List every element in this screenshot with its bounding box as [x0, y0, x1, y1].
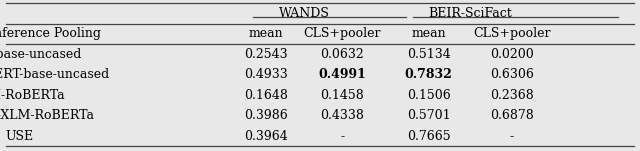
Text: SimCSE-BERT-base-uncased: SimCSE-BERT-base-uncased	[0, 68, 109, 81]
Text: 0.5134: 0.5134	[407, 48, 451, 61]
Text: 0.5701: 0.5701	[407, 109, 451, 122]
Text: 0.1506: 0.1506	[407, 89, 451, 102]
Text: BEIR-SciFact: BEIR-SciFact	[429, 7, 512, 20]
Text: 0.4933: 0.4933	[244, 68, 287, 81]
Text: -: -	[510, 130, 514, 143]
Text: 0.4991: 0.4991	[319, 68, 366, 81]
Text: Model / Inference Pooling: Model / Inference Pooling	[0, 27, 101, 40]
Text: 0.6878: 0.6878	[490, 109, 534, 122]
Text: CLS+pooler: CLS+pooler	[473, 27, 551, 40]
Text: mean: mean	[412, 27, 446, 40]
Text: XLM-RoBERTa: XLM-RoBERTa	[0, 89, 66, 102]
Text: 0.1648: 0.1648	[244, 89, 287, 102]
Text: mean: mean	[248, 27, 283, 40]
Text: SimCSE-XLM-RoBERTa: SimCSE-XLM-RoBERTa	[0, 109, 93, 122]
Text: -: -	[340, 130, 344, 143]
Text: 0.6306: 0.6306	[490, 68, 534, 81]
Text: 0.0200: 0.0200	[490, 48, 534, 61]
Text: 0.3964: 0.3964	[244, 130, 287, 143]
Text: 0.7665: 0.7665	[407, 130, 451, 143]
Text: USE: USE	[5, 130, 33, 143]
Text: 0.2543: 0.2543	[244, 48, 287, 61]
Text: BERT-base-uncased: BERT-base-uncased	[0, 48, 81, 61]
Text: 0.0632: 0.0632	[321, 48, 364, 61]
Text: 0.7832: 0.7832	[405, 68, 452, 81]
Text: 0.2368: 0.2368	[490, 89, 534, 102]
Text: 0.4338: 0.4338	[321, 109, 364, 122]
Text: 0.1458: 0.1458	[321, 89, 364, 102]
Text: 0.3986: 0.3986	[244, 109, 287, 122]
Text: CLS+pooler: CLS+pooler	[303, 27, 381, 40]
Text: WANDS: WANDS	[278, 7, 330, 20]
